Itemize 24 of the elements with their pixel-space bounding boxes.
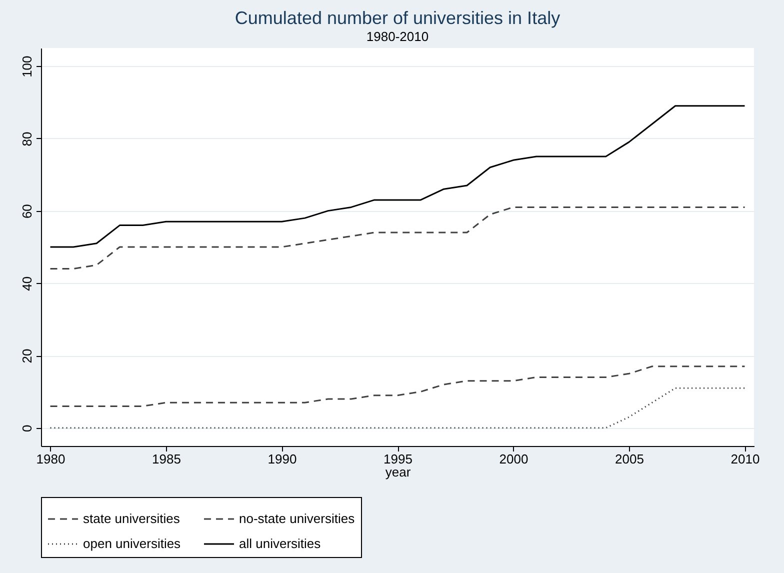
x-tick-label: 2005 (615, 452, 644, 466)
legend-label: all universities (239, 536, 322, 551)
x-tick-label: 1985 (152, 452, 181, 466)
x-tick-label: 2010 (730, 452, 760, 466)
chart-subtitle: 1980-2010 (366, 29, 429, 44)
x-tick-label: 1980 (36, 452, 66, 466)
line-series (50, 387, 746, 429)
line-series (50, 366, 746, 407)
y-tick-label: 20 (20, 348, 34, 364)
line-series (50, 105, 746, 248)
y-tick-label: 60 (20, 204, 34, 219)
x-axis-title: year (385, 464, 412, 480)
y-tick-label: 100 (20, 56, 34, 78)
x-tick-label: 1990 (268, 452, 297, 466)
line-series (50, 206, 746, 270)
legend-label: state universities (83, 511, 180, 526)
y-tick-label: 0 (20, 424, 34, 432)
x-tick-label: 1995 (384, 452, 412, 466)
legend-label: no-state universities (239, 511, 356, 526)
legend-label: open universities (83, 536, 182, 551)
x-tick-label: 2000 (499, 452, 528, 466)
y-tick-label: 40 (20, 276, 34, 291)
y-tick-label: 80 (20, 132, 34, 146)
chart-title: Cumulated number of universities in Italy (234, 8, 560, 28)
